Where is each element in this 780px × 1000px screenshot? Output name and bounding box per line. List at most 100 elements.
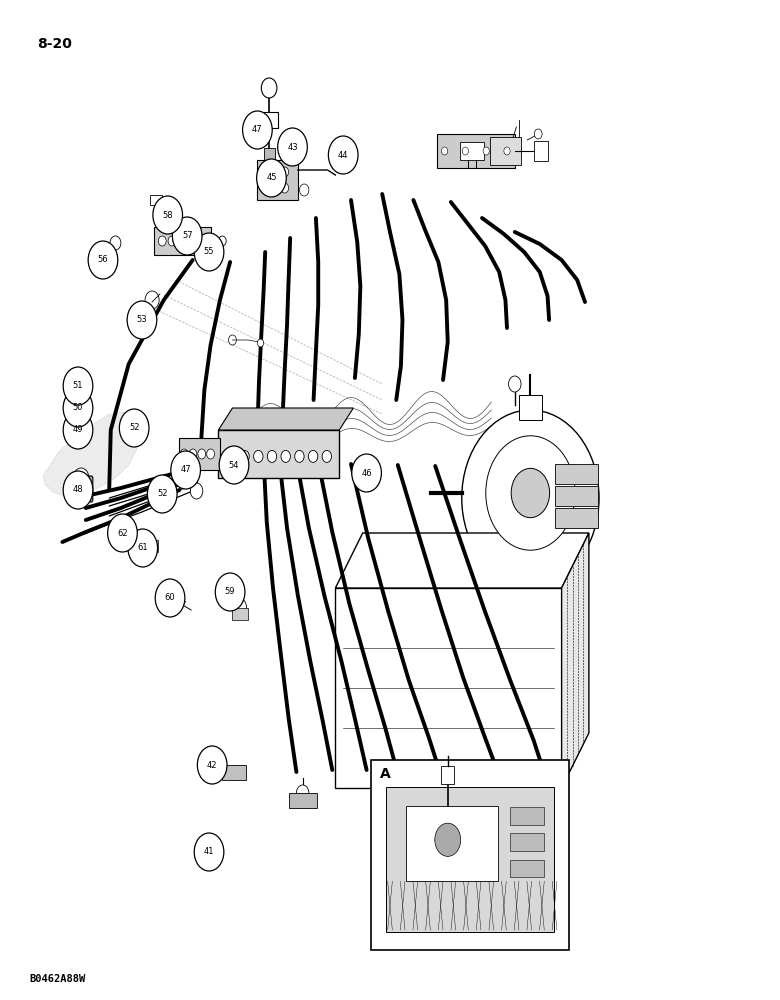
Circle shape [145,291,159,309]
Circle shape [295,450,304,462]
Polygon shape [335,533,589,588]
FancyBboxPatch shape [264,148,275,160]
Polygon shape [43,412,139,496]
FancyBboxPatch shape [510,859,544,877]
Text: 45: 45 [266,174,277,182]
Text: 50: 50 [73,403,83,412]
Circle shape [483,147,489,155]
Circle shape [194,833,224,871]
FancyBboxPatch shape [335,588,562,788]
Circle shape [322,450,332,462]
FancyBboxPatch shape [218,430,339,478]
FancyBboxPatch shape [510,807,544,825]
Text: 60: 60 [165,593,176,602]
Circle shape [147,475,177,513]
Circle shape [281,167,289,177]
Circle shape [265,183,273,193]
Circle shape [226,450,236,462]
Circle shape [134,540,144,552]
FancyBboxPatch shape [70,476,93,502]
Text: 51: 51 [73,381,83,390]
Circle shape [352,454,381,492]
FancyBboxPatch shape [510,833,544,851]
Circle shape [278,128,307,166]
FancyBboxPatch shape [150,195,162,205]
Text: 41: 41 [204,848,215,856]
Circle shape [198,449,206,459]
Text: 44: 44 [338,150,349,159]
Text: 47: 47 [252,125,263,134]
Circle shape [534,129,542,139]
FancyBboxPatch shape [289,793,317,808]
FancyBboxPatch shape [441,766,454,784]
Circle shape [110,236,121,250]
Circle shape [218,236,226,246]
Text: 57: 57 [182,232,193,240]
FancyBboxPatch shape [222,765,246,780]
FancyBboxPatch shape [555,464,598,484]
Circle shape [254,450,263,462]
Circle shape [268,450,277,462]
Circle shape [153,196,183,234]
Circle shape [178,236,186,246]
Circle shape [200,840,218,864]
Text: 61: 61 [137,544,148,552]
FancyBboxPatch shape [406,806,498,881]
Circle shape [509,376,521,392]
Text: B0462A88W: B0462A88W [30,974,86,984]
Circle shape [203,757,218,777]
Circle shape [108,514,137,552]
Polygon shape [218,408,353,430]
Circle shape [281,450,290,462]
Text: 49: 49 [73,426,83,434]
Circle shape [189,449,197,459]
FancyBboxPatch shape [534,141,548,161]
FancyBboxPatch shape [261,112,278,128]
Circle shape [511,468,550,518]
Text: 46: 46 [361,468,372,478]
Text: 55: 55 [204,247,215,256]
Text: 56: 56 [98,255,108,264]
Circle shape [73,468,89,488]
Circle shape [257,339,264,347]
Circle shape [119,409,149,447]
Circle shape [172,217,202,255]
Circle shape [300,184,309,196]
Text: 54: 54 [229,460,239,470]
FancyBboxPatch shape [437,134,515,168]
Circle shape [194,233,224,271]
Text: 62: 62 [117,528,128,538]
FancyBboxPatch shape [140,540,158,552]
Circle shape [127,301,157,339]
Text: 53: 53 [136,316,147,324]
Circle shape [215,573,245,611]
Circle shape [63,367,93,405]
Circle shape [265,167,273,177]
Circle shape [234,599,246,615]
Circle shape [158,236,166,246]
Text: 43: 43 [287,142,298,151]
Circle shape [504,147,510,155]
FancyBboxPatch shape [465,770,482,788]
FancyBboxPatch shape [232,608,248,620]
Text: 52: 52 [157,489,168,498]
Text: 52: 52 [129,424,140,432]
Circle shape [462,410,599,586]
Text: 47: 47 [180,466,191,475]
FancyBboxPatch shape [370,760,569,950]
Text: 59: 59 [225,587,236,596]
Circle shape [128,529,158,567]
FancyBboxPatch shape [490,137,521,165]
Circle shape [63,411,93,449]
FancyBboxPatch shape [555,486,598,506]
Circle shape [219,446,249,484]
FancyBboxPatch shape [555,508,598,528]
Circle shape [63,389,93,427]
Circle shape [163,593,174,607]
Circle shape [180,449,188,459]
FancyBboxPatch shape [519,395,542,420]
Circle shape [328,136,358,174]
FancyBboxPatch shape [460,142,484,160]
FancyBboxPatch shape [121,526,135,538]
Circle shape [207,449,215,459]
